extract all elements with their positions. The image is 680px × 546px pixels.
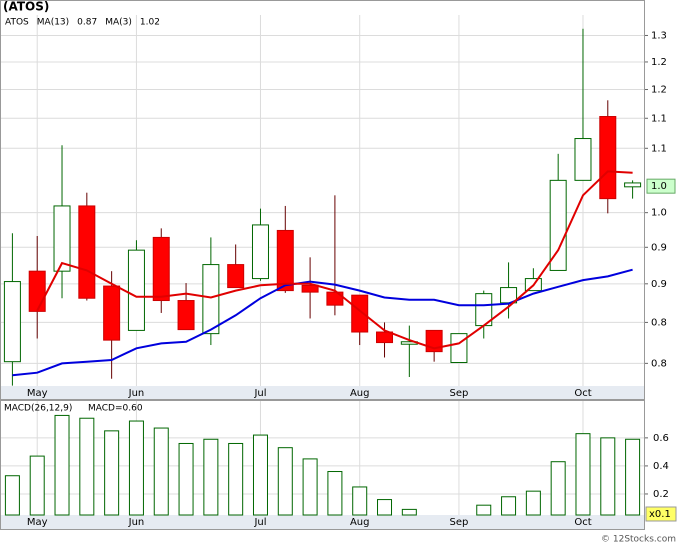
y-tick-label: 0.8 (651, 317, 667, 328)
candle-body (574, 138, 592, 181)
macd-bar (327, 471, 343, 516)
macd-bar (4, 475, 20, 516)
macd-bar (302, 458, 318, 516)
x-tick-label: Sep (450, 517, 469, 528)
scale-note: x0.1 (649, 509, 671, 520)
scale-note-box (645, 506, 677, 522)
candle-body (351, 294, 369, 333)
candle-body (152, 236, 170, 302)
macd-bar (476, 504, 492, 516)
candle-body (624, 182, 642, 188)
y-tick-label: 1.1 (651, 113, 667, 124)
macd-bar (153, 427, 169, 516)
macd-bar (228, 442, 244, 516)
y-tick-label: 0.9 (651, 279, 667, 290)
footer: © 12Stocks.com (601, 535, 676, 545)
macd-bar (352, 486, 368, 516)
candle-body (301, 284, 319, 293)
y-tick-label: 0.2 (653, 489, 669, 500)
x-tick-label: Jul (253, 517, 266, 528)
panel-value: MACD=0.60 (88, 404, 143, 414)
legend-text: MA(3) (105, 18, 132, 28)
macd-bar (128, 420, 144, 516)
x-tick-label: May (27, 388, 48, 399)
macd-bar (104, 430, 120, 516)
y-tick-label: 1.2 (651, 85, 667, 96)
panel-frame (0, 0, 645, 400)
legend-text: ATOS (5, 18, 29, 28)
y-tick-label: 0.9 (651, 242, 667, 253)
chart-title: (ATOS) (3, 0, 49, 14)
candle-body (127, 249, 145, 331)
x-tick-label: Aug (350, 388, 370, 399)
macd-bar (54, 414, 70, 516)
x-tick-label: Oct (574, 517, 591, 528)
macd-bar (401, 508, 417, 516)
y-tick-label: 1.1 (651, 143, 667, 154)
candle-body (177, 300, 195, 331)
macd-bar (550, 461, 566, 516)
moving-average-line (36, 170, 633, 350)
macd-bar (525, 490, 541, 516)
y-tick-label: 0.6 (653, 433, 669, 444)
candle-body (53, 205, 71, 272)
candle-body (450, 333, 468, 364)
candle-body (549, 179, 567, 271)
x-tick-label: Jun (128, 517, 145, 528)
y-tick-label: 1.2 (651, 57, 667, 68)
macd-bar (277, 447, 293, 516)
x-tick-label: Jun (128, 388, 145, 399)
candle-body (227, 264, 245, 289)
candle-body (326, 291, 344, 306)
y-tick-label: 0.8 (651, 358, 667, 369)
x-tick-label: Sep (450, 388, 469, 399)
macd-bar (625, 438, 641, 516)
moving-average-line (12, 268, 633, 377)
x-tick-label: Oct (574, 388, 591, 399)
x-tick-label: Aug (350, 517, 370, 528)
macd-bar (501, 496, 517, 516)
candle-body (3, 281, 21, 363)
last-value-label: 1.0 (651, 181, 667, 192)
y-tick-label: 1.0 (651, 208, 667, 219)
macd-bar (252, 434, 268, 516)
macd-bar (575, 433, 591, 516)
macd-bar (203, 438, 219, 516)
candle-body (78, 205, 96, 299)
y-tick-label: 0.4 (653, 461, 669, 472)
macd-bar (377, 499, 393, 516)
macd-bar (178, 442, 194, 516)
y-tick-label: 1.3 (651, 30, 667, 41)
legend-text: 0.87 (77, 18, 97, 28)
legend-text: 1.02 (140, 18, 160, 28)
candle-body (28, 270, 46, 312)
x-tick-label: May (27, 517, 48, 528)
x-axis-band (0, 386, 645, 400)
x-axis-band (0, 515, 645, 529)
candle-body (599, 116, 617, 200)
candle-body (276, 229, 294, 292)
candle-body (251, 224, 269, 280)
candle-body (202, 264, 220, 335)
x-tick-label: Jul (253, 388, 266, 399)
panel-frame (0, 400, 645, 530)
panel-title: MACD(26,12,9) (4, 404, 72, 414)
macd-bar (600, 437, 616, 516)
legend-text: MA(13) (37, 18, 69, 28)
candle-body (103, 285, 121, 341)
last-value-box (646, 178, 676, 194)
macd-bar (29, 455, 45, 516)
candle-body (376, 331, 394, 344)
macd-bar (79, 417, 95, 516)
